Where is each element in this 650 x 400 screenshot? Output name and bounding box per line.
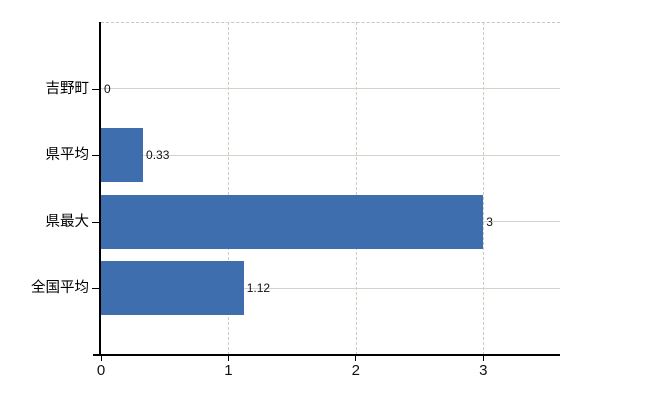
row-gridline	[101, 88, 560, 90]
bar-value-label: 0	[104, 81, 111, 96]
vertical-gridline	[228, 22, 230, 355]
bar[interactable]	[101, 128, 144, 183]
category-label: 県平均	[45, 147, 90, 164]
row-gridline	[101, 287, 560, 289]
x-axis-line	[93, 354, 560, 356]
bar[interactable]	[101, 261, 244, 316]
x-axis-tick	[100, 355, 102, 361]
row-gridline	[101, 154, 560, 156]
vertical-gridline	[355, 22, 357, 355]
y-axis-tick	[92, 155, 100, 157]
x-axis-tick	[227, 355, 229, 361]
x-axis-tick-label: 3	[479, 362, 488, 379]
y-axis-line	[99, 22, 101, 356]
category-label: 県最大	[45, 213, 90, 230]
x-axis-tick-label: 2	[351, 362, 361, 379]
bar[interactable]	[101, 194, 484, 249]
x-axis-tick	[355, 355, 357, 361]
x-axis-tick	[482, 355, 484, 361]
category-label: 全国平均	[31, 280, 89, 297]
y-axis-tick	[92, 221, 100, 223]
y-axis-tick	[92, 288, 100, 290]
plot-top-border	[101, 22, 560, 23]
bar-value-label: 0.33	[146, 148, 170, 163]
x-axis-tick-label: 1	[224, 362, 233, 379]
bar-value-label: 1.12	[246, 281, 271, 296]
x-axis-tick-label: 0	[96, 362, 106, 379]
vertical-gridline	[483, 22, 485, 355]
category-label: 吉野町	[45, 80, 90, 97]
y-axis-tick	[92, 88, 100, 90]
bar-value-label: 3	[486, 214, 493, 229]
